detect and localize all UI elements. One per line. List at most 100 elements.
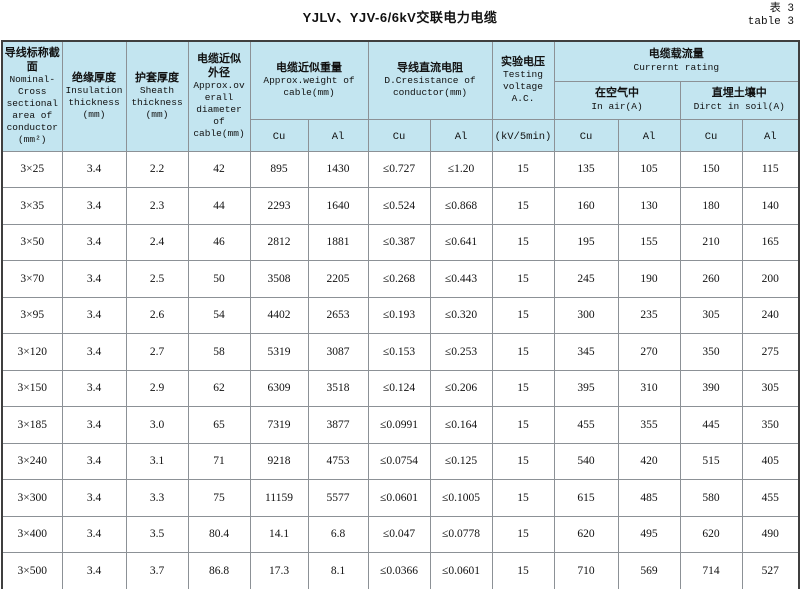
header-dc-resistance-group: 导线直流电阻 D.Cresistance of conductor(mm) [367, 40, 493, 120]
table-row: 3×25 3.4 2.2 42 895 1430 ≤0.727 ≤1.20 15 135 105 15… [1, 150, 800, 188]
cell: 65 [187, 406, 251, 444]
cell: 3.4 [61, 442, 127, 480]
cell: 3.4 [61, 369, 127, 407]
header-resistance-en: D.Cresistance of conductor(mm) [384, 75, 476, 99]
cell: 2653 [307, 296, 369, 334]
cell: 2.9 [125, 369, 189, 407]
page-title: YJLV、YJV-6/6kV交联电力电缆 [302, 10, 498, 25]
cell: 3×500 [1, 552, 63, 589]
cell: 395 [553, 369, 619, 407]
header-soil-en: Dirct in soil(A) [693, 100, 785, 112]
header-in-soil-group: 直埋土壤中 Dirct in soil(A) [679, 80, 800, 120]
cell: 15 [491, 187, 555, 225]
cell: 7319 [249, 406, 309, 444]
cell: 5319 [249, 333, 309, 371]
cell: ≤0.124 [367, 369, 431, 407]
cell: 14.1 [249, 515, 309, 553]
al-label: Al [642, 131, 656, 143]
cell: ≤0.164 [429, 406, 493, 444]
cell: 62 [187, 369, 251, 407]
cell: 3×70 [1, 260, 63, 298]
header-current-en: Currernt rating [633, 62, 720, 74]
cell: 3×95 [1, 296, 63, 334]
cell: 485 [617, 479, 681, 517]
cell: 46 [187, 223, 251, 261]
cell: 15 [491, 260, 555, 298]
cell: 1430 [307, 150, 369, 188]
header-nominal-area-cn: 导线标称截面 [4, 46, 60, 73]
cell: 420 [617, 442, 681, 480]
cell: 4753 [307, 442, 369, 480]
header-insulation-cn: 绝缘厚度 [72, 71, 116, 84]
header-in-air-group: 在空气中 In air(A) [553, 80, 681, 120]
al-label: Al [331, 131, 345, 143]
cable-spec-table: 导线标称截面 Nominal- Cross sectional area of … [1, 40, 800, 589]
cell: 1640 [307, 187, 369, 225]
table-row: 3×120 3.4 2.7 58 5319 3087 ≤0.153 ≤0.253 15 345 27… [1, 333, 800, 371]
cell: 2.2 [125, 150, 189, 188]
header-nominal-area: 导线标称截面 Nominal- Cross sectional area of … [1, 40, 63, 152]
cell: 3×50 [1, 223, 63, 261]
header-soil-cn: 直埋土壤中 [711, 87, 767, 100]
cu-label: Cu [579, 131, 593, 143]
header-sheath-cn: 护套厚度 [135, 71, 179, 84]
cell: 9218 [249, 442, 309, 480]
cell: 3×400 [1, 515, 63, 553]
cell: 390 [679, 369, 743, 407]
cell: 3.1 [125, 442, 189, 480]
cell: ≤0.0601 [429, 552, 493, 589]
al-label: Al [454, 131, 468, 143]
cell: ≤0.0991 [367, 406, 431, 444]
cell: ≤0.193 [367, 296, 431, 334]
table-body: 3×25 3.4 2.2 42 895 1430 ≤0.727 ≤1.20 15 135 105 15… [1, 150, 800, 589]
cell: ≤0.1005 [429, 479, 493, 517]
cell: 80.4 [187, 515, 251, 553]
cell: 235 [617, 296, 681, 334]
cell: 305 [741, 369, 800, 407]
cell: ≤0.253 [429, 333, 493, 371]
cell: 2205 [307, 260, 369, 298]
cell: 455 [741, 479, 800, 517]
header-current-cn: 电缆载流量 [648, 48, 704, 61]
cell: 3.7 [125, 552, 189, 589]
cell: 540 [553, 442, 619, 480]
cell: 2.4 [125, 223, 189, 261]
cell: ≤0.727 [367, 150, 431, 188]
cell: 445 [679, 406, 743, 444]
cell: 405 [741, 442, 800, 480]
cell: 3.4 [61, 479, 127, 517]
cell: 165 [741, 223, 800, 261]
table-row: 3×400 3.4 3.5 80.4 14.1 6.8 ≤0.047 ≤0.0778 15 620… [1, 515, 800, 553]
header-sheath-en: Sheath thickness (mm) [131, 85, 183, 121]
cell: 345 [553, 333, 619, 371]
cell: 200 [741, 260, 800, 298]
header-weight-al: Al [307, 118, 369, 152]
cu-label: Cu [272, 131, 286, 143]
cell: 275 [741, 333, 800, 371]
cell: ≤0.0366 [367, 552, 431, 589]
cell: 44 [187, 187, 251, 225]
table-row: 3×500 3.4 3.7 86.8 17.3 8.1 ≤0.0366 ≤0.0601 15 71… [1, 552, 800, 589]
cell: ≤0.868 [429, 187, 493, 225]
cell: 714 [679, 552, 743, 589]
cell: 3.4 [61, 333, 127, 371]
cell: 135 [553, 150, 619, 188]
cell: 15 [491, 406, 555, 444]
cell: 3×25 [1, 150, 63, 188]
cell: 86.8 [187, 552, 251, 589]
header-approx-diameter: 电缆近似 外径 Approx.ov erall diameter of cabl… [187, 40, 251, 152]
cell: 245 [553, 260, 619, 298]
cell: 260 [679, 260, 743, 298]
cell: 195 [553, 223, 619, 261]
cell: 569 [617, 552, 681, 589]
cell: 2293 [249, 187, 309, 225]
cell: 58 [187, 333, 251, 371]
cell: 3.4 [61, 406, 127, 444]
cell: 3508 [249, 260, 309, 298]
cell: 15 [491, 515, 555, 553]
cell: 210 [679, 223, 743, 261]
header-resistance-cn: 导线直流电阻 [397, 61, 463, 74]
cell: 6309 [249, 369, 309, 407]
cell: ≤0.153 [367, 333, 431, 371]
